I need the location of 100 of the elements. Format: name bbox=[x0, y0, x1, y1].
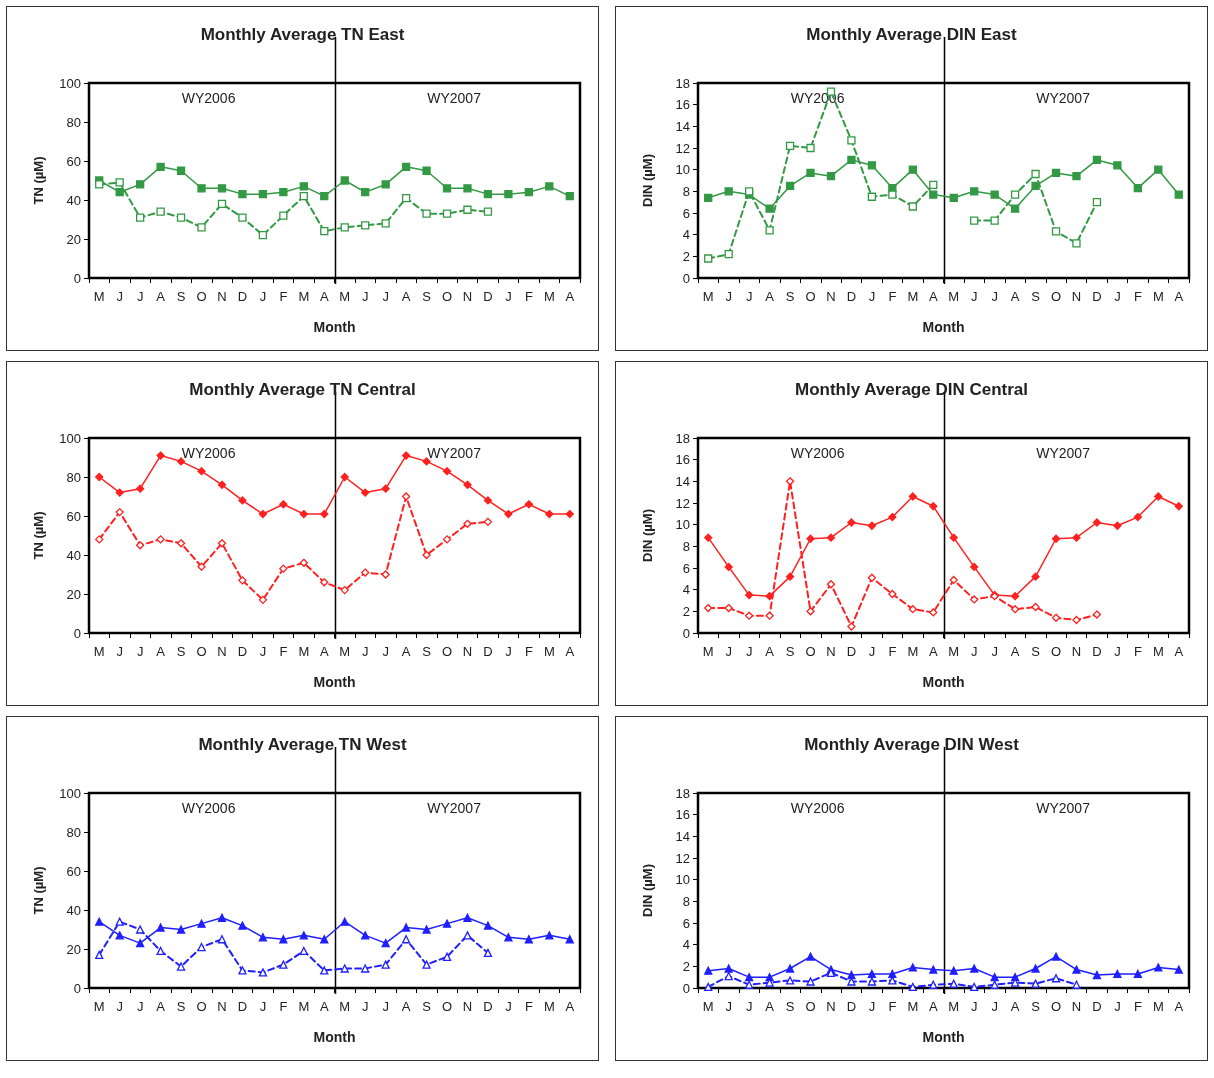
x-tick-label: O bbox=[441, 999, 453, 1014]
x-tick-label: J bbox=[136, 999, 144, 1014]
x-tick-label: S bbox=[422, 999, 432, 1014]
annotation: WY2006 bbox=[790, 445, 845, 461]
x-tick-label: A bbox=[928, 289, 938, 304]
annotation: WY2006 bbox=[181, 90, 236, 106]
x-tick-label: O bbox=[1050, 999, 1062, 1014]
x-tick-label: D bbox=[237, 999, 248, 1014]
x-tick-label: J bbox=[868, 644, 876, 659]
x-tick-label: N bbox=[462, 644, 473, 659]
x-tick-label: M bbox=[298, 644, 310, 659]
y-tick-label: 2 bbox=[682, 248, 690, 264]
x-tick-label: J bbox=[116, 289, 123, 304]
y-tick-label: 100 bbox=[59, 75, 81, 91]
x-tick-label: A bbox=[401, 289, 411, 304]
x-tick-label: M bbox=[543, 644, 555, 659]
x-tick-label: S bbox=[1031, 644, 1041, 659]
chart-title: Monthly Average TN West bbox=[198, 735, 407, 754]
chart-title: Monthly Average DIN East bbox=[806, 25, 1018, 44]
y-tick-label: 80 bbox=[66, 824, 81, 840]
x-tick-label: J bbox=[1114, 289, 1121, 304]
y-axis-title: TN (µM) bbox=[31, 511, 46, 560]
x-tick-label: J bbox=[745, 999, 753, 1014]
annotation: WY2007 bbox=[427, 800, 482, 816]
x-tick-label: O bbox=[1050, 289, 1062, 304]
y-tick-label: 8 bbox=[682, 893, 690, 909]
x-tick-label: F bbox=[279, 999, 288, 1014]
x-axis-title: Month bbox=[313, 674, 356, 690]
x-tick-label: A bbox=[1174, 644, 1184, 659]
x-tick-label: D bbox=[483, 644, 493, 659]
x-tick-label: J bbox=[970, 289, 978, 304]
x-tick-label: A bbox=[928, 644, 938, 659]
x-tick-label: M bbox=[339, 644, 351, 659]
x-tick-label: D bbox=[483, 289, 493, 304]
annotation: WY2007 bbox=[427, 90, 482, 106]
x-tick-label: S bbox=[176, 644, 186, 659]
y-axis-title: TN (µM) bbox=[31, 866, 46, 915]
x-tick-label: S bbox=[785, 644, 795, 659]
x-axis-title: Month bbox=[922, 1029, 965, 1045]
chart-title: Monthly Average DIN Central bbox=[794, 380, 1029, 399]
x-tick-label: A bbox=[156, 644, 166, 659]
y-tick-label: 80 bbox=[66, 469, 81, 485]
x-tick-label: M bbox=[702, 999, 714, 1014]
y-tick-label: 100 bbox=[59, 430, 81, 446]
x-tick-label: M bbox=[1152, 999, 1164, 1014]
y-tick-label: 8 bbox=[682, 538, 690, 554]
x-tick-label: A bbox=[401, 644, 411, 659]
x-tick-label: N bbox=[826, 289, 836, 304]
x-tick-label: J bbox=[505, 999, 512, 1014]
x-tick-label: S bbox=[176, 999, 186, 1014]
x-tick-label: N bbox=[462, 289, 473, 304]
x-tick-label: J bbox=[725, 289, 732, 304]
x-tick-label: F bbox=[279, 289, 288, 304]
x-tick-label: J bbox=[382, 644, 389, 659]
y-axis-title: DIN (µM) bbox=[640, 864, 655, 917]
x-tick-label: D bbox=[237, 644, 248, 659]
x-tick-label: A bbox=[765, 644, 775, 659]
y-tick-label: 6 bbox=[682, 915, 690, 931]
x-tick-label: J bbox=[1114, 999, 1121, 1014]
y-tick-label: 0 bbox=[682, 980, 690, 996]
y-tick-label: 0 bbox=[73, 980, 81, 996]
x-tick-label: O bbox=[805, 999, 816, 1014]
y-tick-label: 6 bbox=[682, 205, 690, 221]
annotation: WY2006 bbox=[181, 800, 236, 816]
x-tick-label: F bbox=[279, 644, 288, 659]
y-tick-label: 100 bbox=[59, 785, 81, 801]
x-tick-label: O bbox=[805, 289, 816, 304]
x-tick-label: N bbox=[462, 999, 473, 1014]
x-tick-label: F bbox=[888, 289, 897, 304]
x-tick-label: D bbox=[1092, 289, 1102, 304]
x-tick-label: D bbox=[846, 289, 857, 304]
x-tick-label: M bbox=[702, 644, 714, 659]
y-tick-label: 18 bbox=[675, 75, 690, 91]
y-tick-label: 14 bbox=[675, 828, 690, 844]
x-tick-label: M bbox=[1152, 289, 1164, 304]
y-tick-label: 40 bbox=[66, 902, 81, 918]
y-tick-label: 60 bbox=[66, 508, 81, 524]
x-tick-label: J bbox=[991, 999, 998, 1014]
y-tick-label: 12 bbox=[675, 140, 690, 156]
x-tick-label: J bbox=[361, 644, 369, 659]
x-tick-label: A bbox=[1010, 999, 1020, 1014]
y-axis-title: DIN (µM) bbox=[640, 154, 655, 207]
x-tick-label: A bbox=[765, 289, 775, 304]
x-tick-label: J bbox=[868, 289, 876, 304]
annotation: WY2007 bbox=[427, 445, 482, 461]
x-tick-label: A bbox=[1010, 644, 1020, 659]
x-axis-title: Month bbox=[313, 1029, 356, 1045]
x-tick-label: J bbox=[259, 644, 267, 659]
y-tick-label: 10 bbox=[675, 162, 690, 178]
x-tick-label: M bbox=[543, 289, 555, 304]
annotation: WY2007 bbox=[1036, 445, 1091, 461]
annotation: WY2007 bbox=[1036, 90, 1091, 106]
x-tick-label: M bbox=[1152, 644, 1164, 659]
y-axis-title: DIN (µM) bbox=[640, 509, 655, 562]
y-tick-label: 12 bbox=[675, 850, 690, 866]
x-tick-label: J bbox=[970, 644, 978, 659]
x-tick-label: S bbox=[422, 289, 432, 304]
x-tick-label: N bbox=[217, 644, 227, 659]
y-tick-label: 0 bbox=[682, 270, 690, 286]
y-tick-label: 18 bbox=[675, 430, 690, 446]
